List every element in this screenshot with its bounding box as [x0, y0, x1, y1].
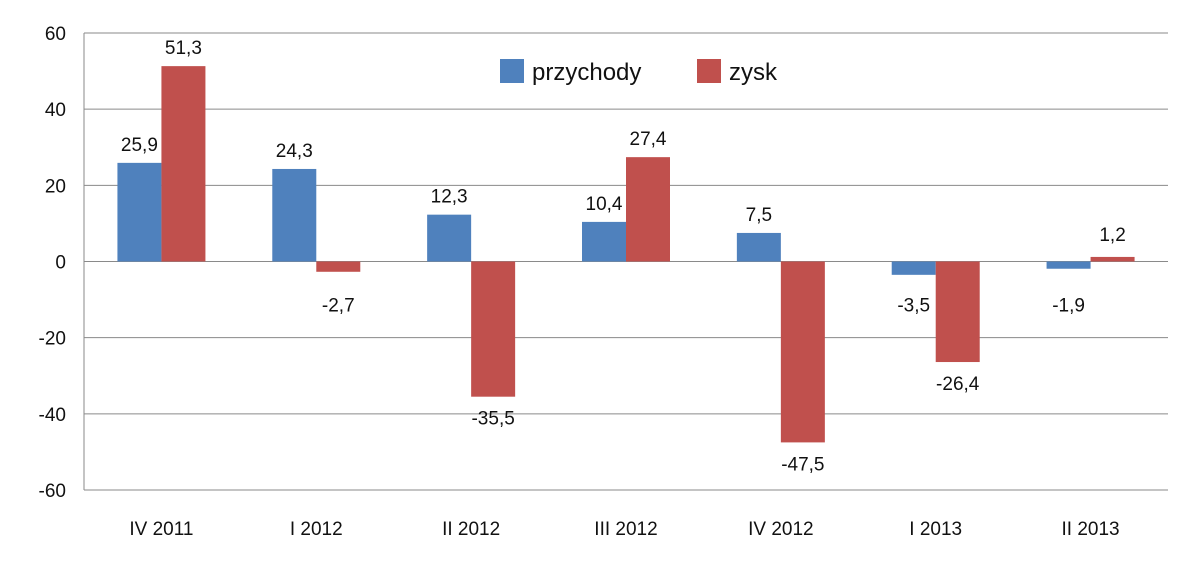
bars [117, 66, 1135, 443]
y-tick-label: -20 [39, 329, 66, 350]
bar-przychody [272, 168, 317, 262]
x-tick-label: II 2013 [1062, 519, 1120, 540]
bar-przychody [1046, 261, 1091, 269]
bar-przychody [582, 221, 626, 262]
x-tick-label: I 2012 [290, 519, 343, 540]
legend-label-przychody: przychody [532, 59, 641, 86]
data-label-przychody: 12,3 [431, 187, 468, 208]
x-tick-label: I 2013 [909, 519, 962, 540]
x-tick-label: IV 2011 [129, 519, 193, 540]
data-labels: 25,9 51,3 24,3 -2,7 12,3 -35,5 10,4 27,4 7,5 -47,… [121, 38, 1126, 475]
bar-zysk [471, 261, 516, 397]
data-label-zysk: 1,2 [1099, 225, 1125, 246]
bar-przychody [736, 232, 781, 262]
data-label-zysk: -47,5 [781, 454, 824, 475]
x-axis-ticks: IV 2011 I 2012 II 2012 III 2012 IV 2012 I 201… [129, 519, 1119, 540]
bar-przychody [427, 214, 472, 262]
y-tick-label: 40 [45, 100, 66, 121]
y-tick-label: 0 [55, 253, 66, 274]
bar-przychody [117, 162, 162, 262]
data-label-zysk: 27,4 [630, 129, 667, 150]
legend: przychody zysk [500, 59, 778, 86]
x-tick-label: III 2012 [594, 519, 657, 540]
y-tick-label: 60 [45, 24, 66, 45]
data-label-zysk: -35,5 [471, 409, 514, 430]
bar-zysk [626, 157, 670, 262]
legend-swatch-przychody [500, 59, 524, 83]
data-label-przychody: 7,5 [746, 205, 772, 226]
data-label-przychody: -3,5 [897, 296, 930, 317]
x-tick-label: IV 2012 [748, 519, 814, 540]
legend-label-zysk: zysk [729, 59, 778, 86]
x-tick-label: II 2012 [442, 519, 500, 540]
bar-zysk [161, 66, 206, 262]
data-label-przychody: 24,3 [276, 141, 313, 162]
bar-zysk [935, 261, 980, 363]
data-label-przychody: 10,4 [586, 194, 623, 215]
bar-zysk [316, 261, 361, 272]
bar-zysk [1090, 256, 1135, 262]
y-tick-label: -60 [39, 481, 66, 502]
data-label-zysk: -26,4 [936, 374, 980, 395]
data-label-zysk: -2,7 [322, 296, 355, 317]
data-label-przychody: -1,9 [1052, 296, 1085, 317]
y-axis-ticks: 60 40 20 0 -20 -40 -60 [39, 24, 66, 502]
y-tick-label: 20 [45, 176, 66, 197]
bar-zysk [780, 261, 825, 443]
bar-przychody [891, 261, 936, 275]
legend-swatch-zysk [697, 59, 721, 83]
data-label-przychody: 25,9 [121, 135, 158, 156]
y-tick-label: -40 [39, 405, 66, 426]
data-label-zysk: 51,3 [165, 38, 202, 59]
